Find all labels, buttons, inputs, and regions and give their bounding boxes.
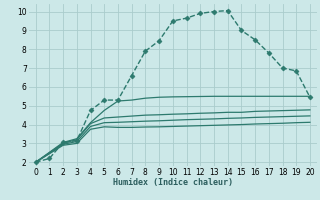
- X-axis label: Humidex (Indice chaleur): Humidex (Indice chaleur): [113, 178, 233, 187]
